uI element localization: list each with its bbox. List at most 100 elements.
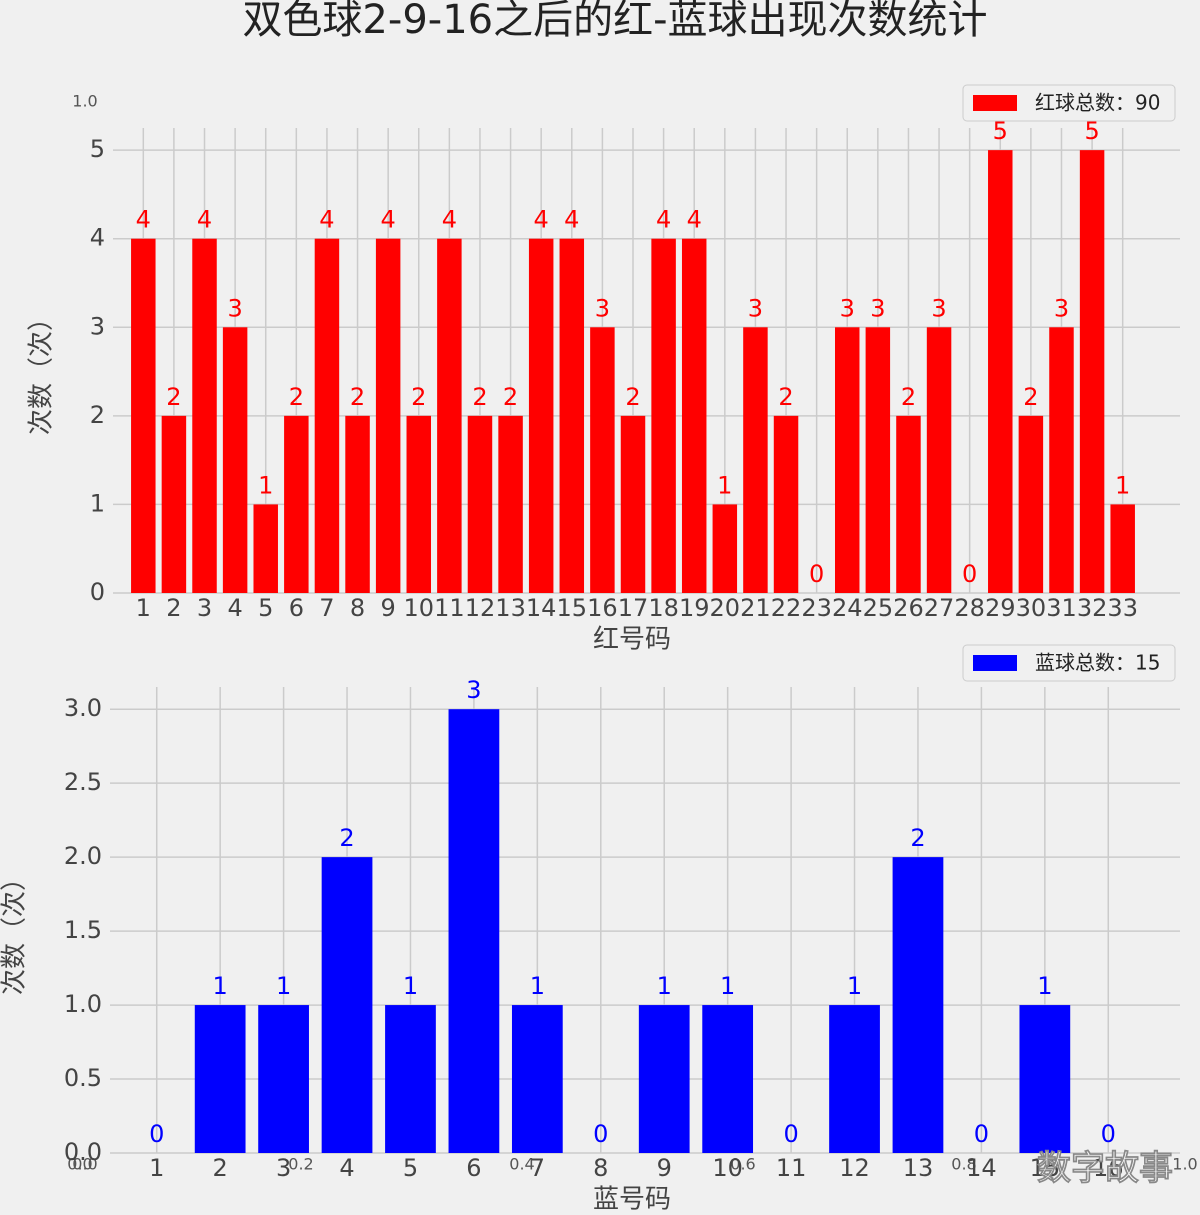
y-tick-label: 2.5 — [64, 768, 102, 796]
legend-label: 红球总数：90 — [1035, 91, 1160, 115]
value-label: 5 — [1084, 117, 1099, 145]
x-tick-label: 9 — [381, 594, 396, 622]
y-tick-label: 0.5 — [64, 1064, 102, 1092]
x-tick-label: 11 — [434, 594, 465, 622]
y-tick-label: 0 — [90, 578, 105, 606]
bar — [131, 238, 156, 593]
value-label: 1 — [847, 972, 862, 1000]
value-label: 2 — [778, 383, 793, 411]
x-tick-label: 5 — [403, 1154, 418, 1182]
bar — [638, 1005, 690, 1153]
value-label: 2 — [1023, 383, 1038, 411]
legend-swatch — [973, 95, 1017, 111]
value-label: 2 — [472, 383, 487, 411]
bar — [192, 238, 217, 593]
x-tick-label: 32 — [1077, 594, 1108, 622]
value-label: 4 — [442, 206, 457, 234]
value-label: 2 — [910, 824, 925, 852]
value-label: 3 — [870, 294, 885, 322]
bar — [528, 238, 554, 593]
value-label: 0 — [783, 1120, 798, 1148]
value-label: 2 — [339, 824, 354, 852]
x-tick-label: 6 — [289, 594, 304, 622]
value-label: 3 — [931, 294, 946, 322]
value-label: 1 — [276, 972, 291, 1000]
bar — [467, 415, 493, 593]
background-x-tick-label: 0.8 — [951, 1155, 976, 1174]
x-tick-label: 31 — [1046, 594, 1077, 622]
x-tick-label: 10 — [403, 594, 434, 622]
y-tick-label: 2.0 — [64, 842, 102, 870]
bar — [448, 709, 500, 1153]
bar — [314, 238, 340, 593]
chart-title: 双色球2-9-16之后的红-蓝球出现次数统计 — [242, 0, 987, 43]
bar — [161, 415, 187, 593]
background-x-tick-label: 0.0 — [67, 1155, 92, 1174]
x-tick-label: 30 — [1016, 594, 1047, 622]
bar — [406, 415, 431, 593]
value-label: 4 — [319, 206, 334, 234]
x-tick-label: 13 — [495, 594, 526, 622]
x-tick-label: 7 — [530, 1154, 545, 1182]
x-tick-label: 26 — [893, 594, 924, 622]
x-tick-label: 20 — [710, 594, 741, 622]
x-tick-label: 14 — [966, 1154, 997, 1182]
bar — [194, 1005, 246, 1153]
value-label: 0 — [809, 560, 824, 588]
legend-label: 蓝球总数：15 — [1035, 651, 1160, 675]
value-label: 0 — [593, 1120, 608, 1148]
x-tick-label: 13 — [903, 1154, 934, 1182]
value-label: 1 — [213, 972, 228, 1000]
x-tick-label: 22 — [771, 594, 802, 622]
x-tick-label: 14 — [526, 594, 557, 622]
value-label: 2 — [166, 383, 181, 411]
bar — [498, 415, 523, 593]
x-tick-label: 17 — [618, 594, 649, 622]
x-tick-label: 29 — [985, 594, 1016, 622]
x-tick-label: 15 — [1030, 1154, 1061, 1182]
bar — [865, 327, 891, 593]
value-label: 3 — [595, 294, 610, 322]
value-label: 2 — [289, 383, 304, 411]
y-tick-label: 1.0 — [64, 990, 102, 1018]
value-label: 4 — [136, 206, 151, 234]
y-tick-label: 3.0 — [64, 694, 102, 722]
x-tick-label: 2 — [213, 1154, 228, 1182]
background-x-tick-label: 0.4 — [509, 1155, 534, 1174]
bar — [988, 150, 1013, 593]
x-tick-label: 28 — [954, 594, 985, 622]
value-label: 3 — [227, 294, 242, 322]
x-axis-label: 红号码 — [593, 625, 671, 655]
bar — [284, 415, 309, 593]
x-tick-label: 5 — [258, 594, 273, 622]
value-label: 2 — [901, 383, 916, 411]
bar — [258, 1005, 309, 1153]
x-tick-label: 33 — [1107, 594, 1138, 622]
value-label: 2 — [503, 383, 518, 411]
x-tick-label: 16 — [1093, 1154, 1124, 1182]
value-label: 4 — [564, 206, 579, 234]
bar — [702, 1005, 754, 1153]
bar — [773, 415, 799, 593]
background-x-tick-label: 0.2 — [288, 1155, 313, 1174]
x-tick-label: 16 — [587, 594, 618, 622]
y-tick-label: 1.5 — [64, 916, 102, 944]
x-tick-label: 1 — [149, 1154, 164, 1182]
x-tick-label: 6 — [466, 1154, 481, 1182]
value-label: 4 — [197, 206, 212, 234]
legend-swatch — [973, 655, 1017, 671]
x-tick-label: 15 — [557, 594, 588, 622]
bar — [651, 238, 676, 593]
bar — [1079, 150, 1105, 593]
x-tick-label: 12 — [839, 1154, 870, 1182]
bar — [590, 327, 615, 593]
x-tick-label: 8 — [593, 1154, 608, 1182]
x-tick-label: 27 — [924, 594, 955, 622]
value-label: 2 — [625, 383, 640, 411]
bar — [743, 327, 768, 593]
bar — [437, 238, 462, 593]
x-tick-label: 3 — [197, 594, 212, 622]
value-label: 1 — [258, 471, 273, 499]
bar — [253, 504, 278, 593]
x-tick-label: 3 — [276, 1154, 291, 1182]
